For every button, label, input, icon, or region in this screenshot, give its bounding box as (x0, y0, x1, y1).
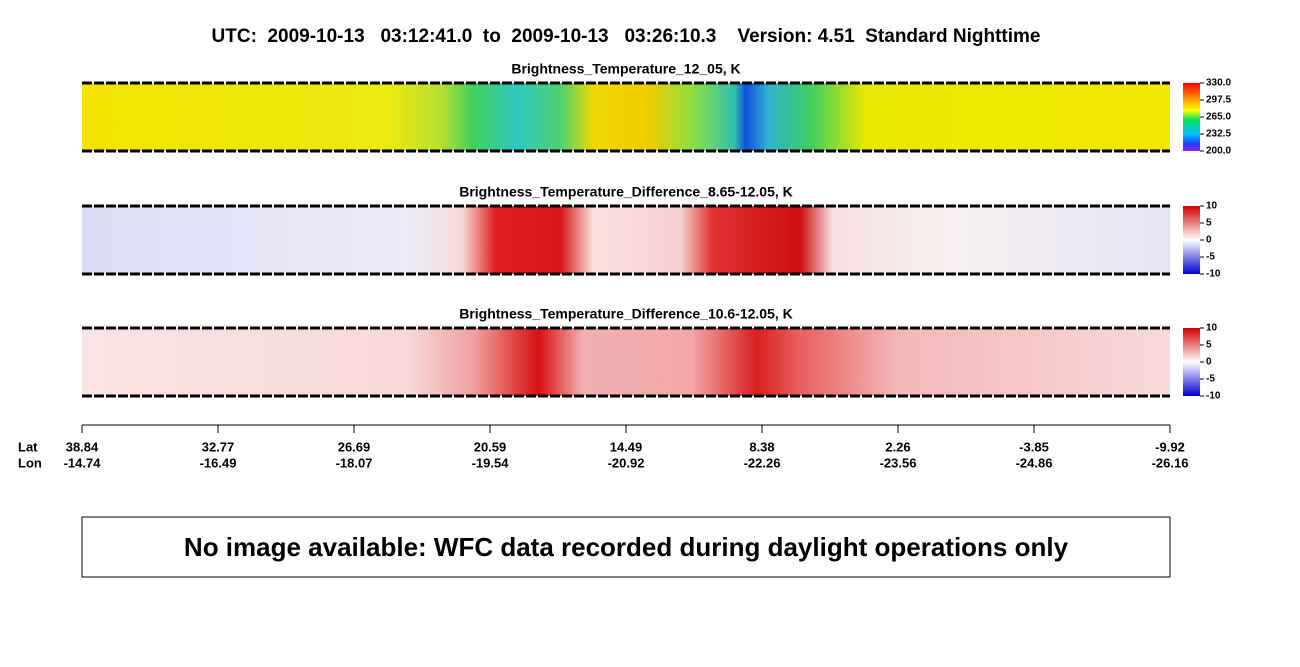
colorbar-label: 297.5 (1206, 95, 1231, 106)
colorbar-label: 10 (1206, 201, 1218, 212)
colorbar (1183, 83, 1200, 151)
lat-tick-label: 20.59 (474, 439, 507, 454)
panel-title: Brightness_Temperature_Difference_8.65-1… (459, 184, 793, 200)
lon-tick-label: -24.86 (1016, 455, 1053, 470)
colorbar (1183, 206, 1200, 274)
colorbar-label: -10 (1206, 391, 1221, 402)
lat-tick-label: 38.84 (66, 439, 99, 454)
lon-tick-label: -18.07 (336, 455, 373, 470)
lon-tick-label: -23.56 (880, 455, 917, 470)
panel-title: Brightness_Temperature_Difference_10.6-1… (459, 306, 793, 322)
image-strip (82, 206, 1170, 274)
image-strip (82, 328, 1170, 396)
lon-tick-label: -22.26 (744, 455, 781, 470)
panel-title: Brightness_Temperature_12_05, K (511, 61, 740, 77)
lat-tick-label: 26.69 (338, 439, 371, 454)
colorbar-label: 232.5 (1206, 129, 1231, 140)
title: UTC: 2009-10-13 03:12:41.0 to 2009-10-13… (212, 26, 1041, 47)
message: No image available: WFC data recorded du… (184, 532, 1069, 562)
lon-tick-label: -20.92 (608, 455, 645, 470)
colorbar-label: 0 (1206, 235, 1212, 246)
colorbar-label: 330.0 (1206, 78, 1231, 89)
colorbar-label: 0 (1206, 357, 1212, 368)
lat-tick-label: 8.38 (749, 439, 774, 454)
colorbar-label: 200.0 (1206, 146, 1231, 157)
colorbar-label: 265.0 (1206, 112, 1231, 123)
message-box (81, 516, 1171, 578)
lat-tick-label: -3.85 (1019, 439, 1049, 454)
lat-tick-label: 2.26 (885, 439, 910, 454)
colorbar-label: -5 (1206, 374, 1215, 385)
lon-tick-label: -16.49 (200, 455, 237, 470)
colorbar-label: 5 (1206, 340, 1212, 351)
lat-tick-label: 32.77 (202, 439, 235, 454)
lon-label: Lon (18, 455, 42, 470)
colorbar-label: -10 (1206, 269, 1221, 280)
colorbar-label: 5 (1206, 218, 1212, 229)
colorbar-label: -5 (1206, 252, 1215, 263)
lat-tick-label: 14.49 (610, 439, 643, 454)
lon-tick-label: -19.54 (472, 455, 510, 470)
lon-tick-label: -14.74 (64, 455, 102, 470)
lon-tick-label: -26.16 (1152, 455, 1189, 470)
lat-label: Lat (18, 439, 38, 454)
lat-tick-label: -9.92 (1155, 439, 1185, 454)
image-strip (82, 83, 1170, 151)
colorbar (1183, 328, 1200, 396)
colorbar-label: 10 (1206, 323, 1218, 334)
